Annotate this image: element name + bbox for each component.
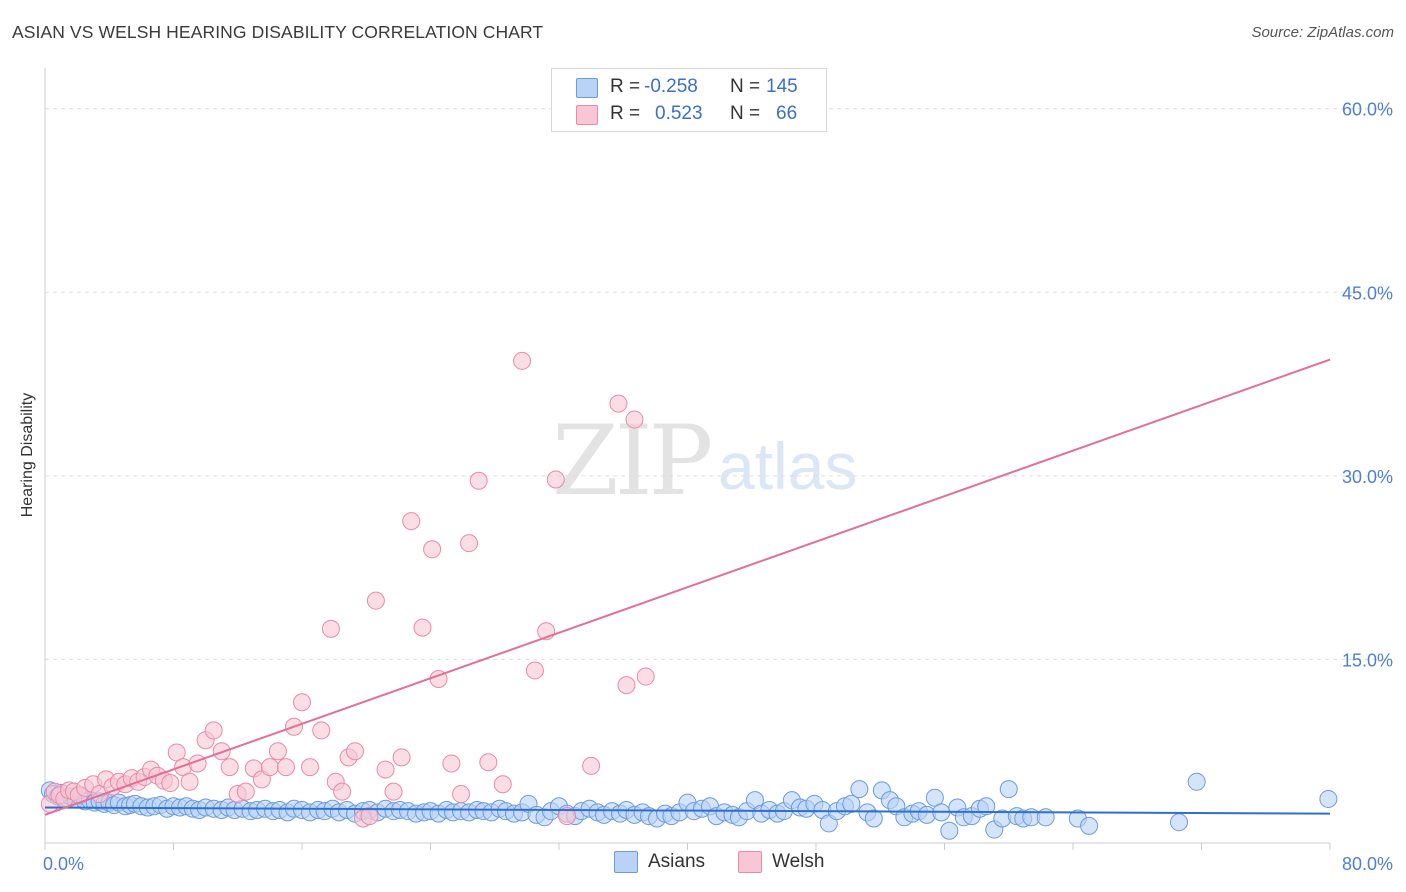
welsh-point-35 [276, 758, 295, 777]
welsh-point-52 [413, 618, 432, 637]
asians-point-128 [940, 821, 959, 840]
welsh-n-label: N = [730, 103, 761, 124]
chart-title: ASIAN VS WELSH HEARING DISABILITY CORREL… [12, 22, 544, 42]
welsh-legend-swatch [738, 851, 762, 873]
welsh-points [40, 351, 655, 828]
welsh-point-42 [333, 782, 352, 801]
welsh-trend-line [44, 358, 1331, 816]
welsh-point-58 [469, 471, 488, 490]
trend-lines [44, 358, 1331, 816]
welsh-point-60 [493, 775, 512, 794]
asians-swatch [576, 78, 598, 98]
welsh-point-26 [204, 721, 223, 740]
legend-item-welsh[interactable]: Welsh [738, 851, 824, 873]
y-tick-label-0: 15.0% [1342, 650, 1393, 670]
welsh-point-53 [423, 540, 442, 559]
welsh-point-51 [402, 512, 421, 531]
asians-trend-line [44, 806, 1331, 815]
welsh-point-55 [442, 754, 461, 773]
welsh-point-61 [513, 351, 532, 370]
welsh-point-44 [346, 742, 365, 761]
welsh-point-28 [220, 758, 239, 777]
welsh-point-70 [636, 667, 655, 686]
asians-point-144 [1187, 772, 1206, 791]
asians-point-133 [977, 797, 996, 816]
asians-points [40, 772, 1338, 840]
y-tick-label-1: 30.0% [1342, 467, 1393, 487]
welsh-point-50 [392, 748, 411, 767]
asians-point-143 [1170, 813, 1189, 832]
asians-point-145 [1319, 789, 1338, 808]
welsh-point-62 [525, 661, 544, 680]
asians-point-118 [864, 809, 883, 828]
source-credit: Source: ZipAtlas.com [1251, 24, 1394, 41]
asians-n-label: N = [730, 76, 761, 97]
welsh-point-59 [479, 753, 498, 772]
tick-labels: 15.0% 30.0% 45.0% 60.0% 0.0% 80.0% [43, 100, 1393, 874]
welsh-r-value: 0.523 [655, 103, 703, 124]
x-tick-label-0: 0.0% [43, 854, 84, 874]
asians-legend-label: Asians [648, 851, 706, 872]
welsh-point-57 [460, 534, 479, 553]
welsh-r-label: R = [610, 103, 641, 124]
asians-r-value: -0.258 [644, 76, 698, 97]
welsh-point-47 [366, 591, 385, 610]
welsh-point-46 [360, 807, 379, 826]
watermark-atlas: atlas [718, 429, 858, 503]
welsh-point-66 [582, 756, 601, 775]
welsh-point-48 [376, 760, 395, 779]
welsh-point-68 [617, 676, 636, 695]
asians-legend-swatch [614, 851, 638, 873]
welsh-point-65 [558, 807, 577, 826]
welsh-n-value: 66 [776, 103, 798, 124]
correlation-legend: R = -0.258 N = 145 R = 0.523 N = 66 [551, 68, 827, 132]
welsh-point-33 [260, 758, 279, 777]
welsh-point-38 [301, 758, 320, 777]
y-tick-label-3: 60.0% [1342, 100, 1393, 120]
welsh-swatch [576, 105, 598, 125]
welsh-point-49 [384, 782, 403, 801]
y-tick-label-2: 45.0% [1342, 283, 1393, 303]
welsh-point-37 [293, 693, 311, 712]
asians-point-116 [850, 780, 869, 799]
welsh-point-20 [161, 774, 180, 793]
welsh-point-40 [321, 619, 340, 638]
asians-r-label: R = [610, 76, 641, 97]
axes [44, 68, 1331, 850]
asians-n-value: 145 [766, 76, 798, 97]
welsh-point-30 [236, 782, 255, 801]
asians-point-136 [999, 780, 1018, 799]
welsh-point-34 [268, 742, 287, 761]
x-tick-label-1: 80.0% [1342, 854, 1393, 874]
welsh-point-39 [312, 721, 331, 740]
welsh-point-69 [625, 410, 644, 429]
welsh-legend-label: Welsh [772, 851, 825, 872]
welsh-point-67 [609, 394, 628, 413]
welsh-point-23 [180, 772, 199, 791]
welsh-point-56 [452, 785, 471, 804]
asians-point-142 [1080, 816, 1099, 835]
welsh-point-64 [546, 470, 565, 489]
legend-item-asians[interactable]: Asians [614, 851, 705, 873]
